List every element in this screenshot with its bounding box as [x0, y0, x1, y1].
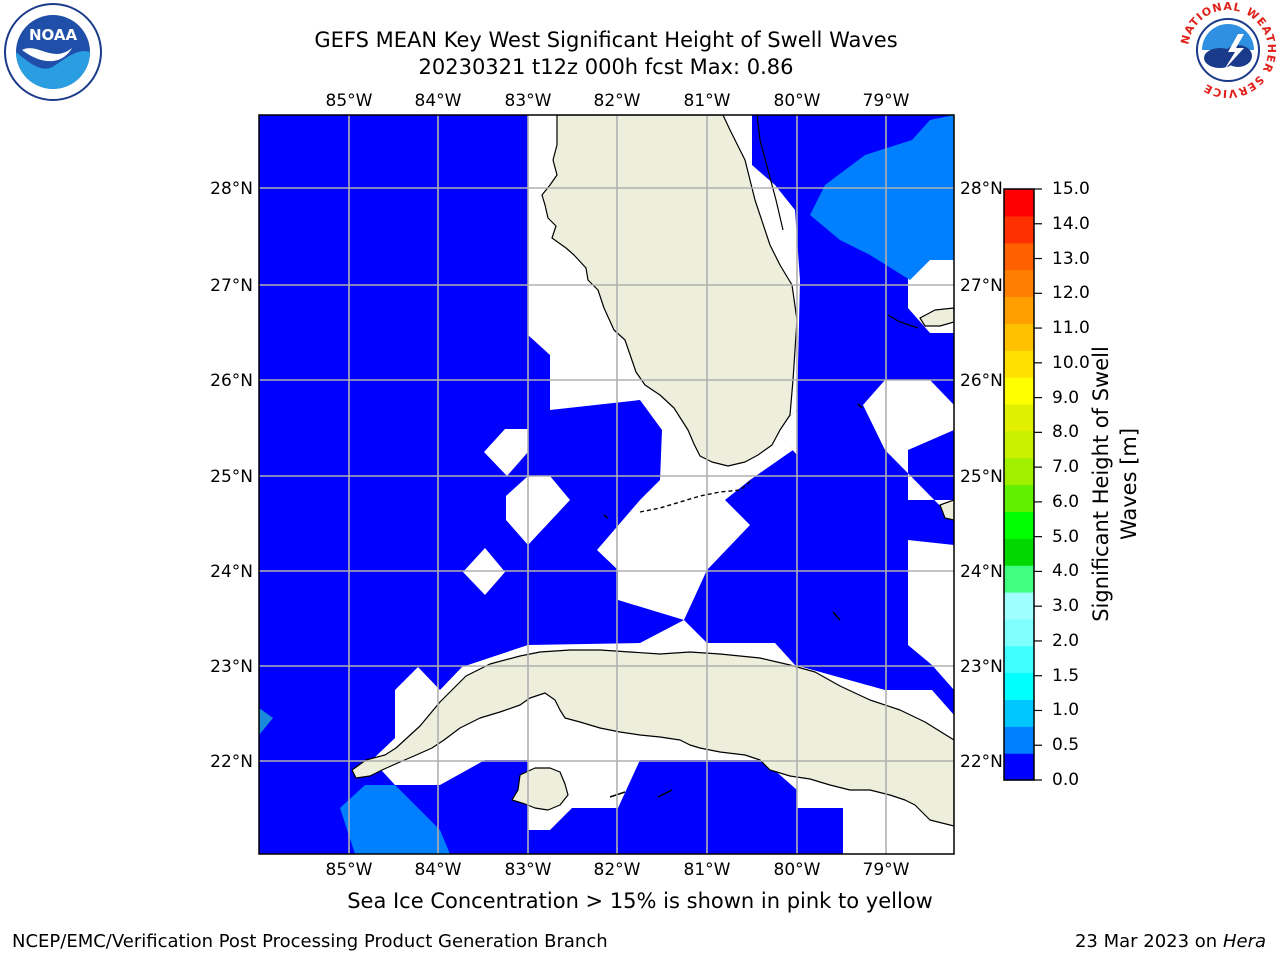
land-bahamas-1	[919, 307, 954, 327]
colorbar-swatch	[1004, 296, 1034, 324]
noaa-logo-icon: NOAA	[4, 3, 102, 101]
lon-label-top: 85°W	[326, 91, 373, 111]
lat-label-left: 23°N	[210, 657, 253, 677]
lon-label-top: 82°W	[594, 91, 641, 111]
sea-ice-caption: Sea Ice Concentration > 15% is shown in …	[347, 889, 933, 913]
colorbar-tick-label: 7.0	[1052, 457, 1080, 478]
lon-label-top: 80°W	[774, 91, 821, 111]
colorbar-swatch	[1004, 403, 1034, 432]
colorbar-swatch	[1004, 645, 1034, 674]
lat-label-right: 23°N	[960, 657, 1003, 677]
lat-label-left: 24°N	[210, 562, 253, 582]
colorbar-swatch	[1004, 484, 1034, 512]
nodata-region-keys	[775, 410, 797, 455]
lat-label-right: 25°N	[960, 467, 1003, 487]
lon-label-top: 81°W	[684, 91, 731, 111]
colorbar-tick-label: 0.0	[1052, 770, 1080, 790]
colorbar-swatch	[1004, 591, 1034, 620]
lon-label-bottom: 84°W	[415, 860, 462, 880]
colorbar-tick-label: 5.0	[1052, 526, 1080, 547]
colorbar-tick-label: 10.0	[1052, 352, 1090, 373]
colorbar-swatch	[1004, 726, 1034, 754]
map-frame-border	[258, 114, 955, 855]
lon-label-bottom: 81°W	[684, 860, 731, 880]
colorbar-title: Significant Height of Swell Waves [m]	[1089, 346, 1141, 622]
colorbar-swatch	[1004, 565, 1034, 593]
lat-label-right: 26°N	[960, 371, 1003, 391]
land-bahamas-2	[939, 499, 954, 521]
colorbar-tick-label: 6.0	[1052, 491, 1080, 512]
colorbar-swatch	[1004, 753, 1034, 781]
lat-label-left: 26°N	[210, 371, 253, 391]
colorbar-tick-label: 13.0	[1052, 248, 1090, 269]
swell-contour-southwest	[340, 785, 450, 854]
lat-label-right: 24°N	[960, 562, 1003, 582]
coast-cay-2	[857, 403, 863, 409]
map-subtitle: 20230321 t12z 000h fcst Max: 0.86	[418, 55, 794, 79]
land-cuba	[351, 649, 954, 827]
colorbar-tick-label: 8.0	[1052, 422, 1080, 443]
colorbar-swatch	[1004, 377, 1034, 405]
colorbar-swatch	[1004, 699, 1034, 727]
noaa-logo-text: NOAA	[29, 26, 78, 44]
colorbar-tick-label: 4.0	[1052, 561, 1080, 582]
colorbar-swatch	[1004, 618, 1034, 647]
colorbar-swatch	[1004, 215, 1034, 244]
colorbar-swatch	[1004, 511, 1034, 539]
map-title: GEFS MEAN Key West Significant Height of…	[314, 28, 898, 52]
footer-date: 23 Mar 2023 on Hera	[1074, 931, 1266, 952]
colorbar-tick-label: 3.0	[1052, 596, 1080, 617]
lat-label-right: 22°N	[960, 752, 1003, 772]
colorbar-swatch	[1004, 269, 1034, 298]
colorbar-tick-label: 2.0	[1052, 630, 1080, 651]
lon-label-top: 83°W	[505, 91, 552, 111]
lat-label-left: 25°N	[210, 467, 253, 487]
swell-contour-west	[259, 708, 273, 735]
colorbar-swatch	[1004, 672, 1034, 701]
coast-indian-river	[756, 115, 784, 231]
footer-branch: NCEP/EMC/Verification Post Processing Pr…	[12, 931, 608, 952]
nodata-region-2	[506, 476, 570, 545]
lat-label-left: 22°N	[210, 752, 253, 772]
lat-label-left: 27°N	[210, 276, 253, 296]
colorbar-tick-label: 1.5	[1052, 665, 1080, 686]
lat-label-right: 28°N	[960, 179, 1003, 199]
lon-label-bottom: 80°W	[774, 860, 821, 880]
swell-contour-northeast	[810, 115, 954, 280]
colorbar-frame	[1003, 188, 1035, 781]
lat-label-right: 27°N	[960, 276, 1003, 296]
nodata-region-1	[484, 429, 528, 476]
coast-andros	[887, 314, 919, 329]
colorbar-tick-label: 0.5	[1052, 735, 1080, 756]
lon-label-top: 79°W	[863, 91, 910, 111]
colorbar-tick-label: 9.0	[1052, 387, 1080, 408]
colorbar-swatch	[1004, 538, 1034, 566]
colorbar-tick-label: 15.0	[1052, 179, 1090, 199]
lon-label-bottom: 79°W	[863, 860, 910, 880]
lon-label-bottom: 82°W	[594, 860, 641, 880]
lon-label-top: 84°W	[415, 91, 462, 111]
nodata-region-east	[863, 380, 954, 690]
land-florida	[541, 115, 798, 467]
colorbar-tick-label: 14.0	[1052, 213, 1090, 234]
colorbar-tick-label: 11.0	[1052, 318, 1090, 339]
colorbar-swatch	[1004, 457, 1034, 486]
lon-label-bottom: 85°W	[326, 860, 373, 880]
footer-host: Hera	[1222, 931, 1266, 952]
lon-label-bottom: 83°W	[505, 860, 552, 880]
land-isla-juventud	[511, 767, 569, 811]
colorbar-swatch	[1004, 323, 1034, 351]
lat-label-left: 28°N	[210, 179, 253, 199]
colorbar-swatch	[1004, 189, 1034, 217]
colorbar-tick-label: 1.0	[1052, 700, 1080, 721]
coast-cay-1	[832, 611, 841, 621]
colorbar-swatch	[1004, 430, 1034, 459]
colorbar-tick-label: 12.0	[1052, 283, 1090, 304]
colorbar-swatch	[1004, 350, 1034, 378]
coast-dry-tortugas	[603, 514, 609, 519]
nws-logo-icon: NATIONAL WEATHER SERVICE	[1178, 0, 1277, 100]
colorbar-swatch	[1004, 242, 1034, 271]
